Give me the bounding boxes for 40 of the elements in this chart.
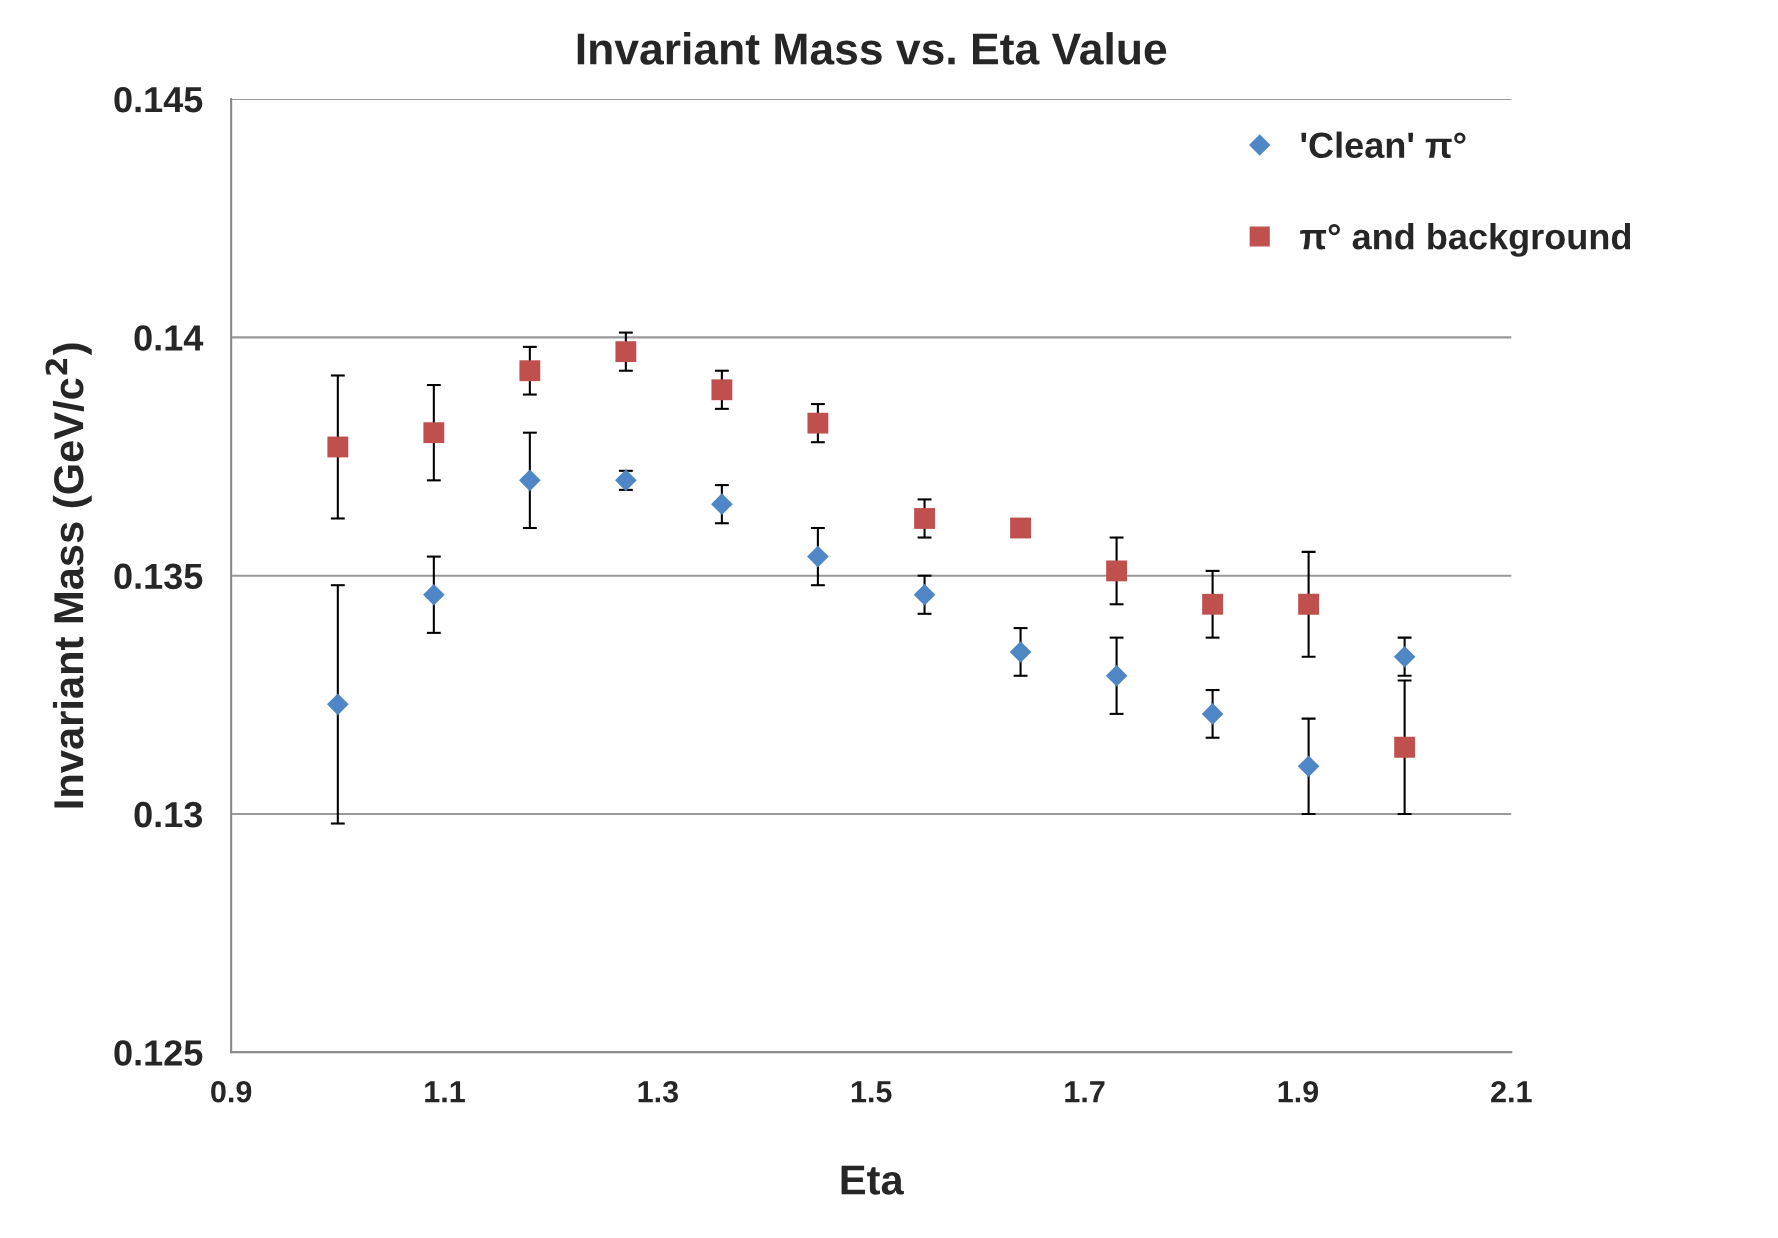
point — [1202, 593, 1224, 615]
y-axis-title: Invariant Mass (GeV/c$^{2}$) — [45, 343, 92, 808]
point — [1010, 517, 1031, 539]
point — [807, 545, 829, 568]
point — [1105, 664, 1128, 687]
point — [327, 693, 349, 716]
legend-label: 'Clean' π° — [1301, 131, 1466, 159]
point — [913, 583, 936, 606]
point — [1297, 755, 1320, 778]
point — [519, 360, 541, 382]
x-axis-title: Eta — [841, 1165, 904, 1195]
point — [423, 583, 445, 606]
point — [519, 469, 541, 492]
x-tick-label: 1.3 — [638, 1080, 678, 1103]
y-tick-label: 0.13 — [134, 801, 203, 828]
y-tick-label: 0.14 — [134, 325, 204, 351]
x-tick-label: 1.7 — [1065, 1081, 1105, 1103]
point — [327, 436, 349, 458]
point — [914, 508, 935, 529]
point — [1394, 736, 1416, 758]
x-tick-label: 1.9 — [1278, 1080, 1319, 1103]
point — [1201, 703, 1224, 725]
x-tick-label: 0.9 — [211, 1080, 252, 1103]
x-tick-label: 2.1 — [1491, 1080, 1532, 1103]
point — [1009, 641, 1032, 663]
y-tick-label: 0.135 — [114, 563, 203, 590]
legend-label: π° and background — [1300, 222, 1631, 257]
point — [807, 412, 829, 434]
point — [1393, 645, 1416, 668]
x-tick-label: 1.5 — [851, 1081, 892, 1103]
point — [1106, 560, 1127, 582]
x-tick-label: 1.1 — [425, 1081, 465, 1103]
y-tick-label: 0.145 — [114, 86, 203, 113]
point — [711, 493, 733, 515]
chart-title: Invariant Mass vs. Eta Value — [577, 32, 1167, 65]
point — [423, 422, 445, 444]
y-tick-label: 0.125 — [114, 1040, 203, 1066]
point — [615, 341, 637, 363]
point — [711, 379, 733, 401]
point — [1298, 593, 1320, 615]
